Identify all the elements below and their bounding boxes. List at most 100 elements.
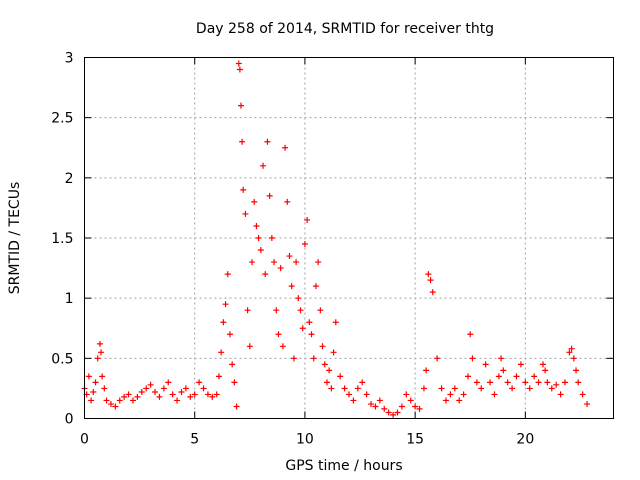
data-point (522, 379, 529, 386)
data-point (246, 343, 253, 350)
data-point (116, 397, 123, 404)
data-point (237, 102, 244, 109)
data-point (268, 235, 275, 241)
data-point (253, 222, 260, 229)
data-point (548, 385, 555, 392)
data-point (553, 381, 560, 388)
data-point (310, 355, 317, 362)
data-point (262, 271, 269, 278)
data-point (182, 385, 189, 392)
data-point (85, 373, 92, 380)
data-point (213, 391, 220, 398)
data-point (566, 349, 573, 356)
data-point (500, 367, 507, 374)
data-point (295, 295, 302, 302)
data-point (425, 271, 432, 278)
data-point (165, 379, 172, 386)
data-point (416, 405, 423, 412)
x-tick-label: 15 (406, 432, 424, 448)
data-point (420, 385, 427, 392)
data-point (231, 379, 238, 386)
y-tick-label: 3 (65, 51, 74, 67)
chart-title: Day 258 of 2014, SRMTID for receiver tht… (196, 21, 494, 37)
data-points (81, 60, 591, 418)
data-point (239, 138, 246, 145)
y-tick-label: 2 (65, 171, 74, 187)
data-point (251, 198, 258, 205)
data-point (323, 379, 330, 386)
data-point (88, 397, 95, 404)
data-point (196, 379, 203, 386)
y-tick-labels: 0 0.5 1 1.5 2 2.5 3 (51, 51, 73, 428)
data-point (427, 277, 434, 284)
data-point (575, 379, 582, 386)
data-point (306, 319, 313, 326)
data-point (138, 389, 145, 396)
data-point (90, 389, 97, 396)
data-point (573, 367, 580, 374)
x-tick-label: 10 (296, 432, 314, 448)
axis-ticks (84, 57, 614, 419)
data-point (96, 340, 103, 347)
data-point (94, 355, 101, 362)
x-tick-label: 0 (80, 432, 89, 448)
data-point (517, 361, 524, 368)
data-point (332, 319, 339, 326)
data-point (299, 325, 306, 332)
data-point (236, 66, 243, 73)
data-point (220, 319, 227, 326)
data-point (482, 361, 489, 368)
data-point (398, 403, 405, 410)
y-tick-label: 0 (65, 412, 74, 428)
data-point (467, 331, 474, 338)
data-point (498, 355, 505, 362)
data-point (460, 391, 467, 398)
data-point (233, 403, 240, 410)
data-point (359, 379, 366, 386)
data-point (579, 391, 586, 398)
data-point (465, 373, 472, 380)
data-point (169, 391, 176, 398)
data-point (434, 355, 441, 362)
data-point (341, 385, 348, 392)
data-point (264, 138, 271, 145)
data-point (568, 345, 575, 352)
x-tick-labels: 0 5 10 15 20 (80, 432, 534, 448)
data-point (442, 397, 449, 404)
data-point (215, 373, 222, 380)
data-point (315, 259, 322, 266)
data-point (423, 367, 430, 374)
data-point (394, 409, 401, 416)
plot-frame (84, 57, 614, 419)
data-point (509, 385, 516, 392)
data-point (191, 391, 198, 398)
data-point (390, 411, 397, 418)
data-point (200, 385, 207, 392)
data-point (218, 349, 225, 356)
data-point (321, 361, 328, 368)
data-point (293, 259, 300, 266)
data-point (187, 393, 194, 400)
data-point (178, 389, 185, 396)
data-point (147, 381, 154, 388)
data-point (260, 162, 267, 169)
data-point (584, 401, 591, 408)
data-point (531, 373, 538, 380)
data-point (240, 186, 247, 193)
data-point (226, 331, 233, 338)
data-point (204, 391, 211, 398)
data-point (438, 385, 445, 392)
data-point (403, 391, 410, 398)
data-point (156, 393, 163, 400)
data-point (301, 241, 308, 248)
data-point (385, 409, 392, 416)
data-point (570, 355, 577, 362)
data-point (363, 391, 370, 398)
data-point (224, 271, 231, 278)
data-point (451, 385, 458, 392)
data-point (92, 379, 99, 386)
y-tick-label: 1 (65, 291, 74, 307)
data-point (535, 379, 542, 386)
data-point (282, 144, 289, 151)
